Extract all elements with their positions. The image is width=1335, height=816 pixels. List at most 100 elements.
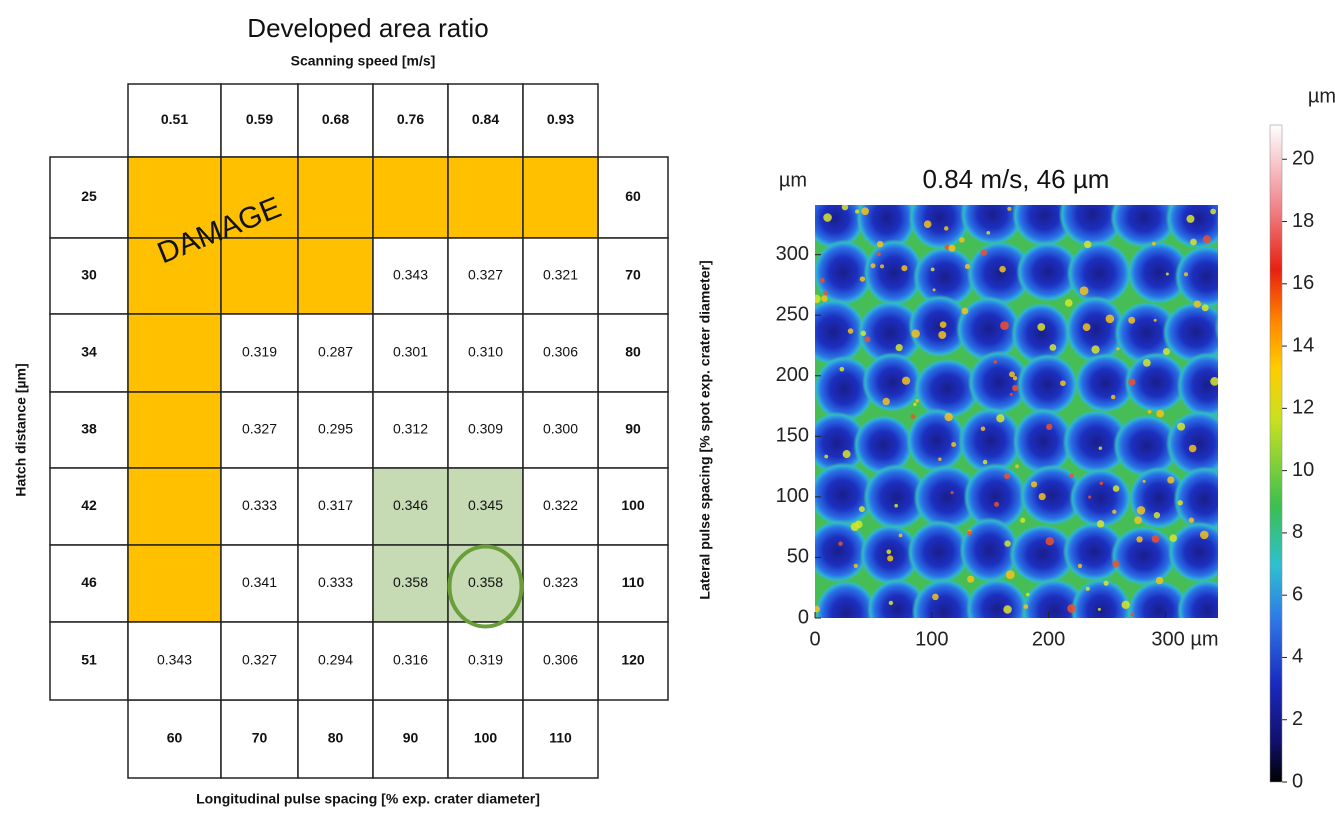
ridge-spot bbox=[886, 549, 892, 555]
cell-value: 0.312 bbox=[393, 421, 428, 437]
table-cell bbox=[447, 313, 524, 393]
ridge-spot bbox=[1046, 423, 1053, 431]
ridge-spot bbox=[938, 330, 947, 339]
cell-value: 0.316 bbox=[393, 652, 428, 668]
column-label: 100 bbox=[474, 730, 498, 746]
crater bbox=[906, 408, 967, 473]
table-cell bbox=[297, 699, 374, 779]
crater bbox=[1176, 352, 1218, 419]
cell-value: 0.300 bbox=[543, 421, 578, 437]
table-cell bbox=[372, 621, 449, 701]
table-cell bbox=[49, 467, 129, 546]
ridge-spot bbox=[1210, 377, 1218, 386]
ridge-spot bbox=[1079, 286, 1089, 296]
ridge-spot bbox=[1084, 240, 1092, 249]
crater bbox=[960, 205, 1025, 246]
table-cell bbox=[127, 467, 222, 546]
ridge-spot bbox=[1190, 238, 1197, 246]
column-label: 80 bbox=[328, 730, 344, 746]
ridge-spot bbox=[1099, 481, 1104, 485]
ridge-spot bbox=[864, 336, 871, 343]
ridge-spot bbox=[1005, 570, 1015, 580]
table-cell bbox=[522, 391, 599, 469]
column-label: 90 bbox=[403, 730, 419, 746]
ridge-spot bbox=[1004, 472, 1011, 480]
crater bbox=[857, 300, 924, 366]
row-label: 46 bbox=[81, 574, 97, 590]
table-cell bbox=[127, 237, 222, 315]
row-label: 80 bbox=[625, 344, 641, 360]
ridge-spot bbox=[815, 294, 821, 304]
crater bbox=[1070, 577, 1132, 618]
crater bbox=[1062, 409, 1130, 475]
table-cell bbox=[127, 313, 222, 393]
ridge-spot bbox=[1038, 492, 1046, 501]
ridge-spot bbox=[1201, 304, 1209, 312]
table-cell bbox=[297, 237, 374, 315]
cell-value: 0.319 bbox=[242, 344, 277, 360]
cell-value: 0.321 bbox=[543, 267, 578, 283]
row-label: 25 bbox=[81, 188, 97, 204]
surface-title: 0.84 m/s, 46 µm bbox=[923, 164, 1110, 194]
y-unit: µm bbox=[779, 169, 807, 191]
table-cell bbox=[522, 467, 599, 546]
ridge-spot bbox=[815, 605, 820, 613]
crater bbox=[1009, 524, 1077, 585]
crater bbox=[1065, 637, 1129, 697]
x-tick-label: 100 bbox=[915, 628, 948, 650]
table-cell bbox=[372, 313, 449, 393]
row-label: 51 bbox=[81, 652, 97, 668]
ridge-spot bbox=[1037, 323, 1046, 331]
ridge-spot bbox=[1199, 530, 1209, 540]
ridge-spot bbox=[876, 240, 884, 248]
ridge-spot bbox=[888, 600, 894, 606]
table-cell bbox=[372, 699, 449, 779]
ridge-spot bbox=[930, 267, 935, 272]
ridge-spot bbox=[1064, 299, 1073, 307]
y-tick-label: 0 bbox=[798, 606, 809, 628]
colorbar bbox=[1269, 124, 1283, 783]
right-header: Lateral pulse spacing [% spot exp. crate… bbox=[697, 260, 713, 599]
map-axes: 0 100 200 300 µm 0 50 100 150 200 250 300 0 2 4 6 8 10 12… bbox=[776, 148, 1315, 793]
cell-value: 0.323 bbox=[543, 574, 578, 590]
colorbar-tick-label: 6 bbox=[1292, 583, 1303, 605]
crater bbox=[1074, 353, 1136, 414]
table-cell bbox=[372, 237, 449, 315]
colorbar-tick-label: 4 bbox=[1292, 646, 1303, 668]
ridge-spot bbox=[1020, 517, 1026, 523]
cell-value: 0.306 bbox=[543, 344, 578, 360]
crater bbox=[1113, 414, 1181, 478]
table-cell bbox=[522, 237, 599, 315]
ridge-spot bbox=[967, 530, 972, 536]
crater bbox=[1162, 301, 1218, 364]
ridge-spot bbox=[880, 264, 885, 269]
table-cell bbox=[372, 156, 449, 239]
table-cell bbox=[127, 621, 222, 701]
table-cell bbox=[522, 621, 599, 701]
crater bbox=[1019, 464, 1085, 526]
ridge-spot bbox=[854, 520, 863, 529]
crater bbox=[913, 464, 981, 531]
ridge-spot bbox=[959, 237, 965, 243]
ridge-spot bbox=[858, 506, 865, 513]
ridge-spot bbox=[939, 321, 947, 329]
cell-value: 0.358 bbox=[468, 574, 503, 590]
ridge-spot bbox=[910, 414, 916, 419]
colorbar-tick-label: 0 bbox=[1292, 770, 1303, 792]
ridge-spot bbox=[1142, 479, 1146, 483]
crater bbox=[1069, 468, 1132, 529]
crater bbox=[965, 578, 1029, 618]
ridge-spot bbox=[948, 244, 956, 252]
column-label: 0.93 bbox=[547, 111, 574, 127]
crater bbox=[1214, 312, 1218, 343]
ridge-spot bbox=[932, 288, 936, 292]
ridge-spot bbox=[967, 575, 975, 583]
table-cell bbox=[522, 544, 599, 623]
table-cell bbox=[597, 621, 669, 701]
crater bbox=[1124, 352, 1188, 414]
ridge-spot bbox=[1112, 509, 1117, 514]
ridge-spot bbox=[1069, 473, 1074, 478]
ridge-spot bbox=[887, 555, 894, 562]
ridge-spot bbox=[855, 209, 860, 214]
crater bbox=[913, 246, 977, 309]
